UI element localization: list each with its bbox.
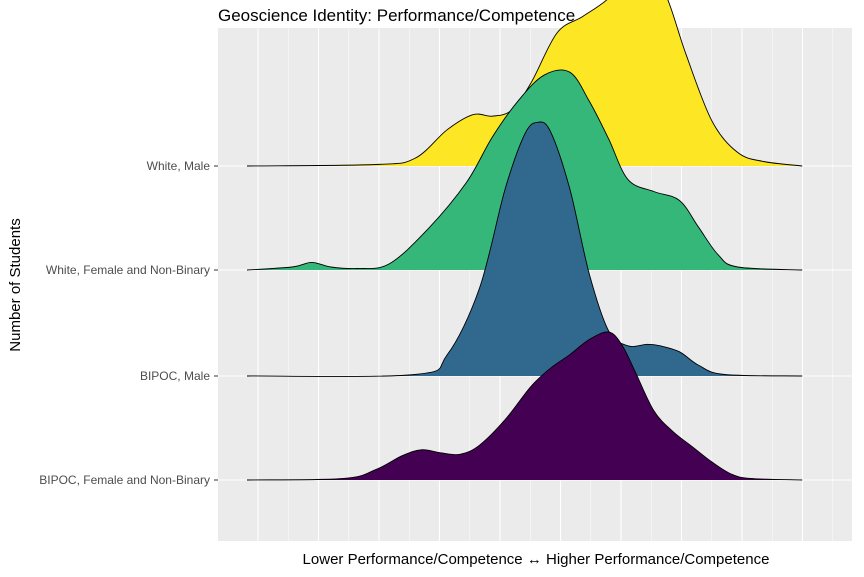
- ridge-bipoc-female-and-non-binary: [247, 331, 803, 480]
- y-tick-label: BIPOC, Male: [140, 369, 210, 383]
- y-tick-label: BIPOC, Female and Non-Binary: [39, 473, 210, 487]
- ridge-bipoc-male: [247, 121, 803, 377]
- x-axis-title: Lower Performance/Competence ↔ Higher Pe…: [303, 551, 770, 568]
- ridge-outline-bipoc-male: [246, 121, 803, 377]
- ridge-outline-white-female-and-non-binary: [246, 69, 803, 271]
- y-tick-label: White, Male: [147, 159, 211, 173]
- chart-title: Geoscience Identity: Performance/Compete…: [218, 6, 575, 25]
- y-tick-label: White, Female and Non-Binary: [46, 263, 210, 277]
- ridge-outline-white-male: [246, 0, 803, 167]
- y-axis-title: Number of Students: [7, 218, 24, 351]
- y-axis-ticks: BIPOC, Female and Non-Binary BIPOC, Male W…: [39, 159, 218, 487]
- density-ridges: [246, 0, 803, 481]
- ridge-white-male: [247, 0, 803, 166]
- ridge-outline-bipoc-female-and-non-binary: [246, 331, 803, 481]
